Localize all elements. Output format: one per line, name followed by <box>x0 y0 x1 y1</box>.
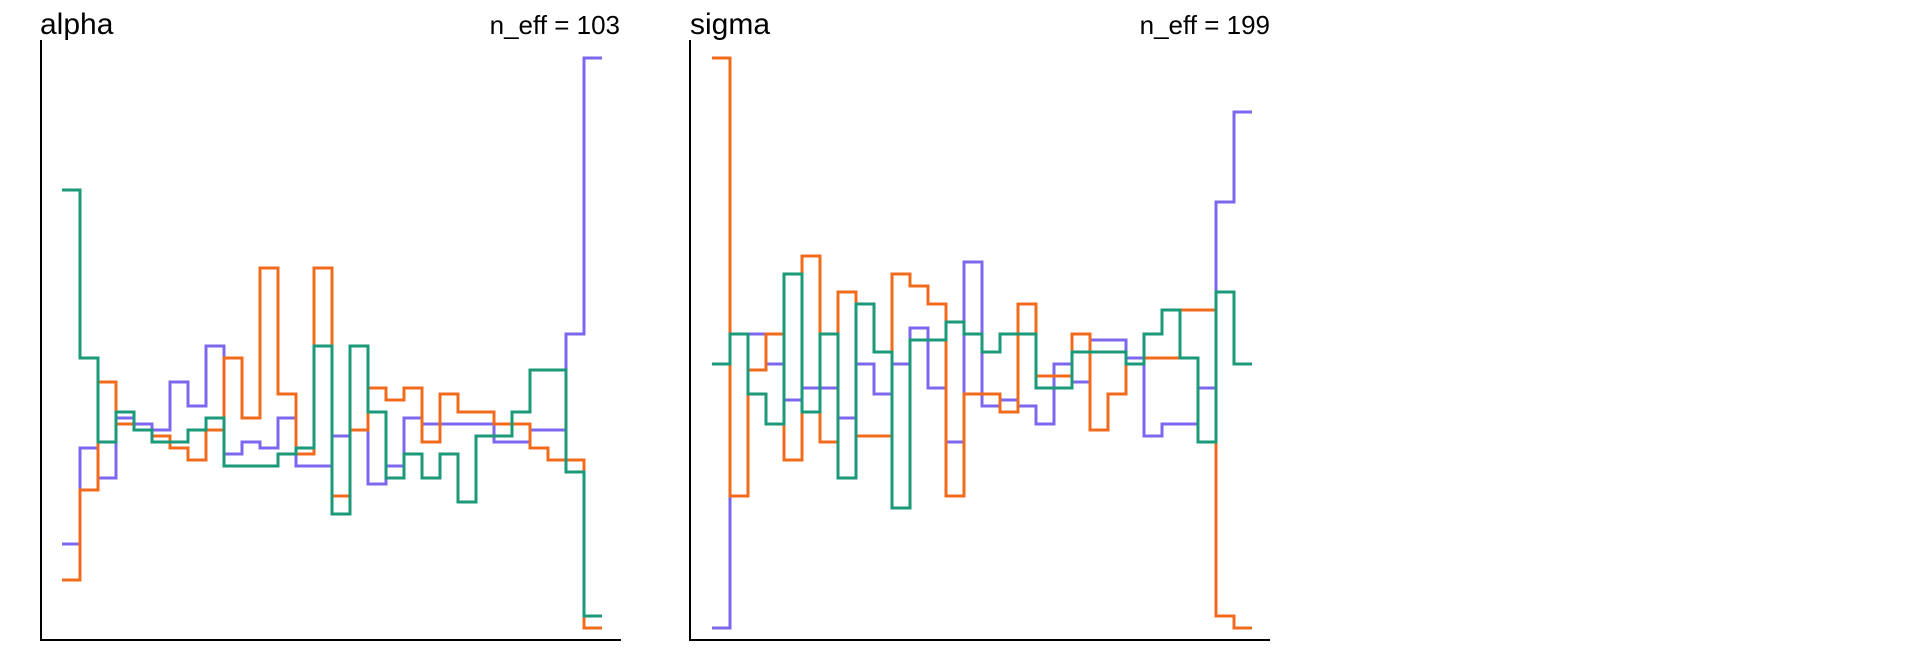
axis-lines <box>40 40 621 641</box>
n-eff-label: n_eff = 103 <box>490 10 620 40</box>
trace-series-3 <box>712 272 1252 510</box>
trace-series-3 <box>62 188 602 618</box>
trace-series-1 <box>62 56 602 546</box>
panel-title: sigma <box>690 8 770 41</box>
plot-area <box>712 56 1252 630</box>
trace-series-1 <box>712 110 1252 630</box>
n-eff-label: n_eff = 199 <box>1140 10 1270 40</box>
plot-area <box>62 56 602 630</box>
axis-lines <box>689 40 1270 641</box>
panel-alpha: alpha n_eff = 103 <box>40 8 621 641</box>
panel-title: alpha <box>40 8 114 41</box>
panel-sigma: sigma n_eff = 199 <box>689 8 1270 641</box>
